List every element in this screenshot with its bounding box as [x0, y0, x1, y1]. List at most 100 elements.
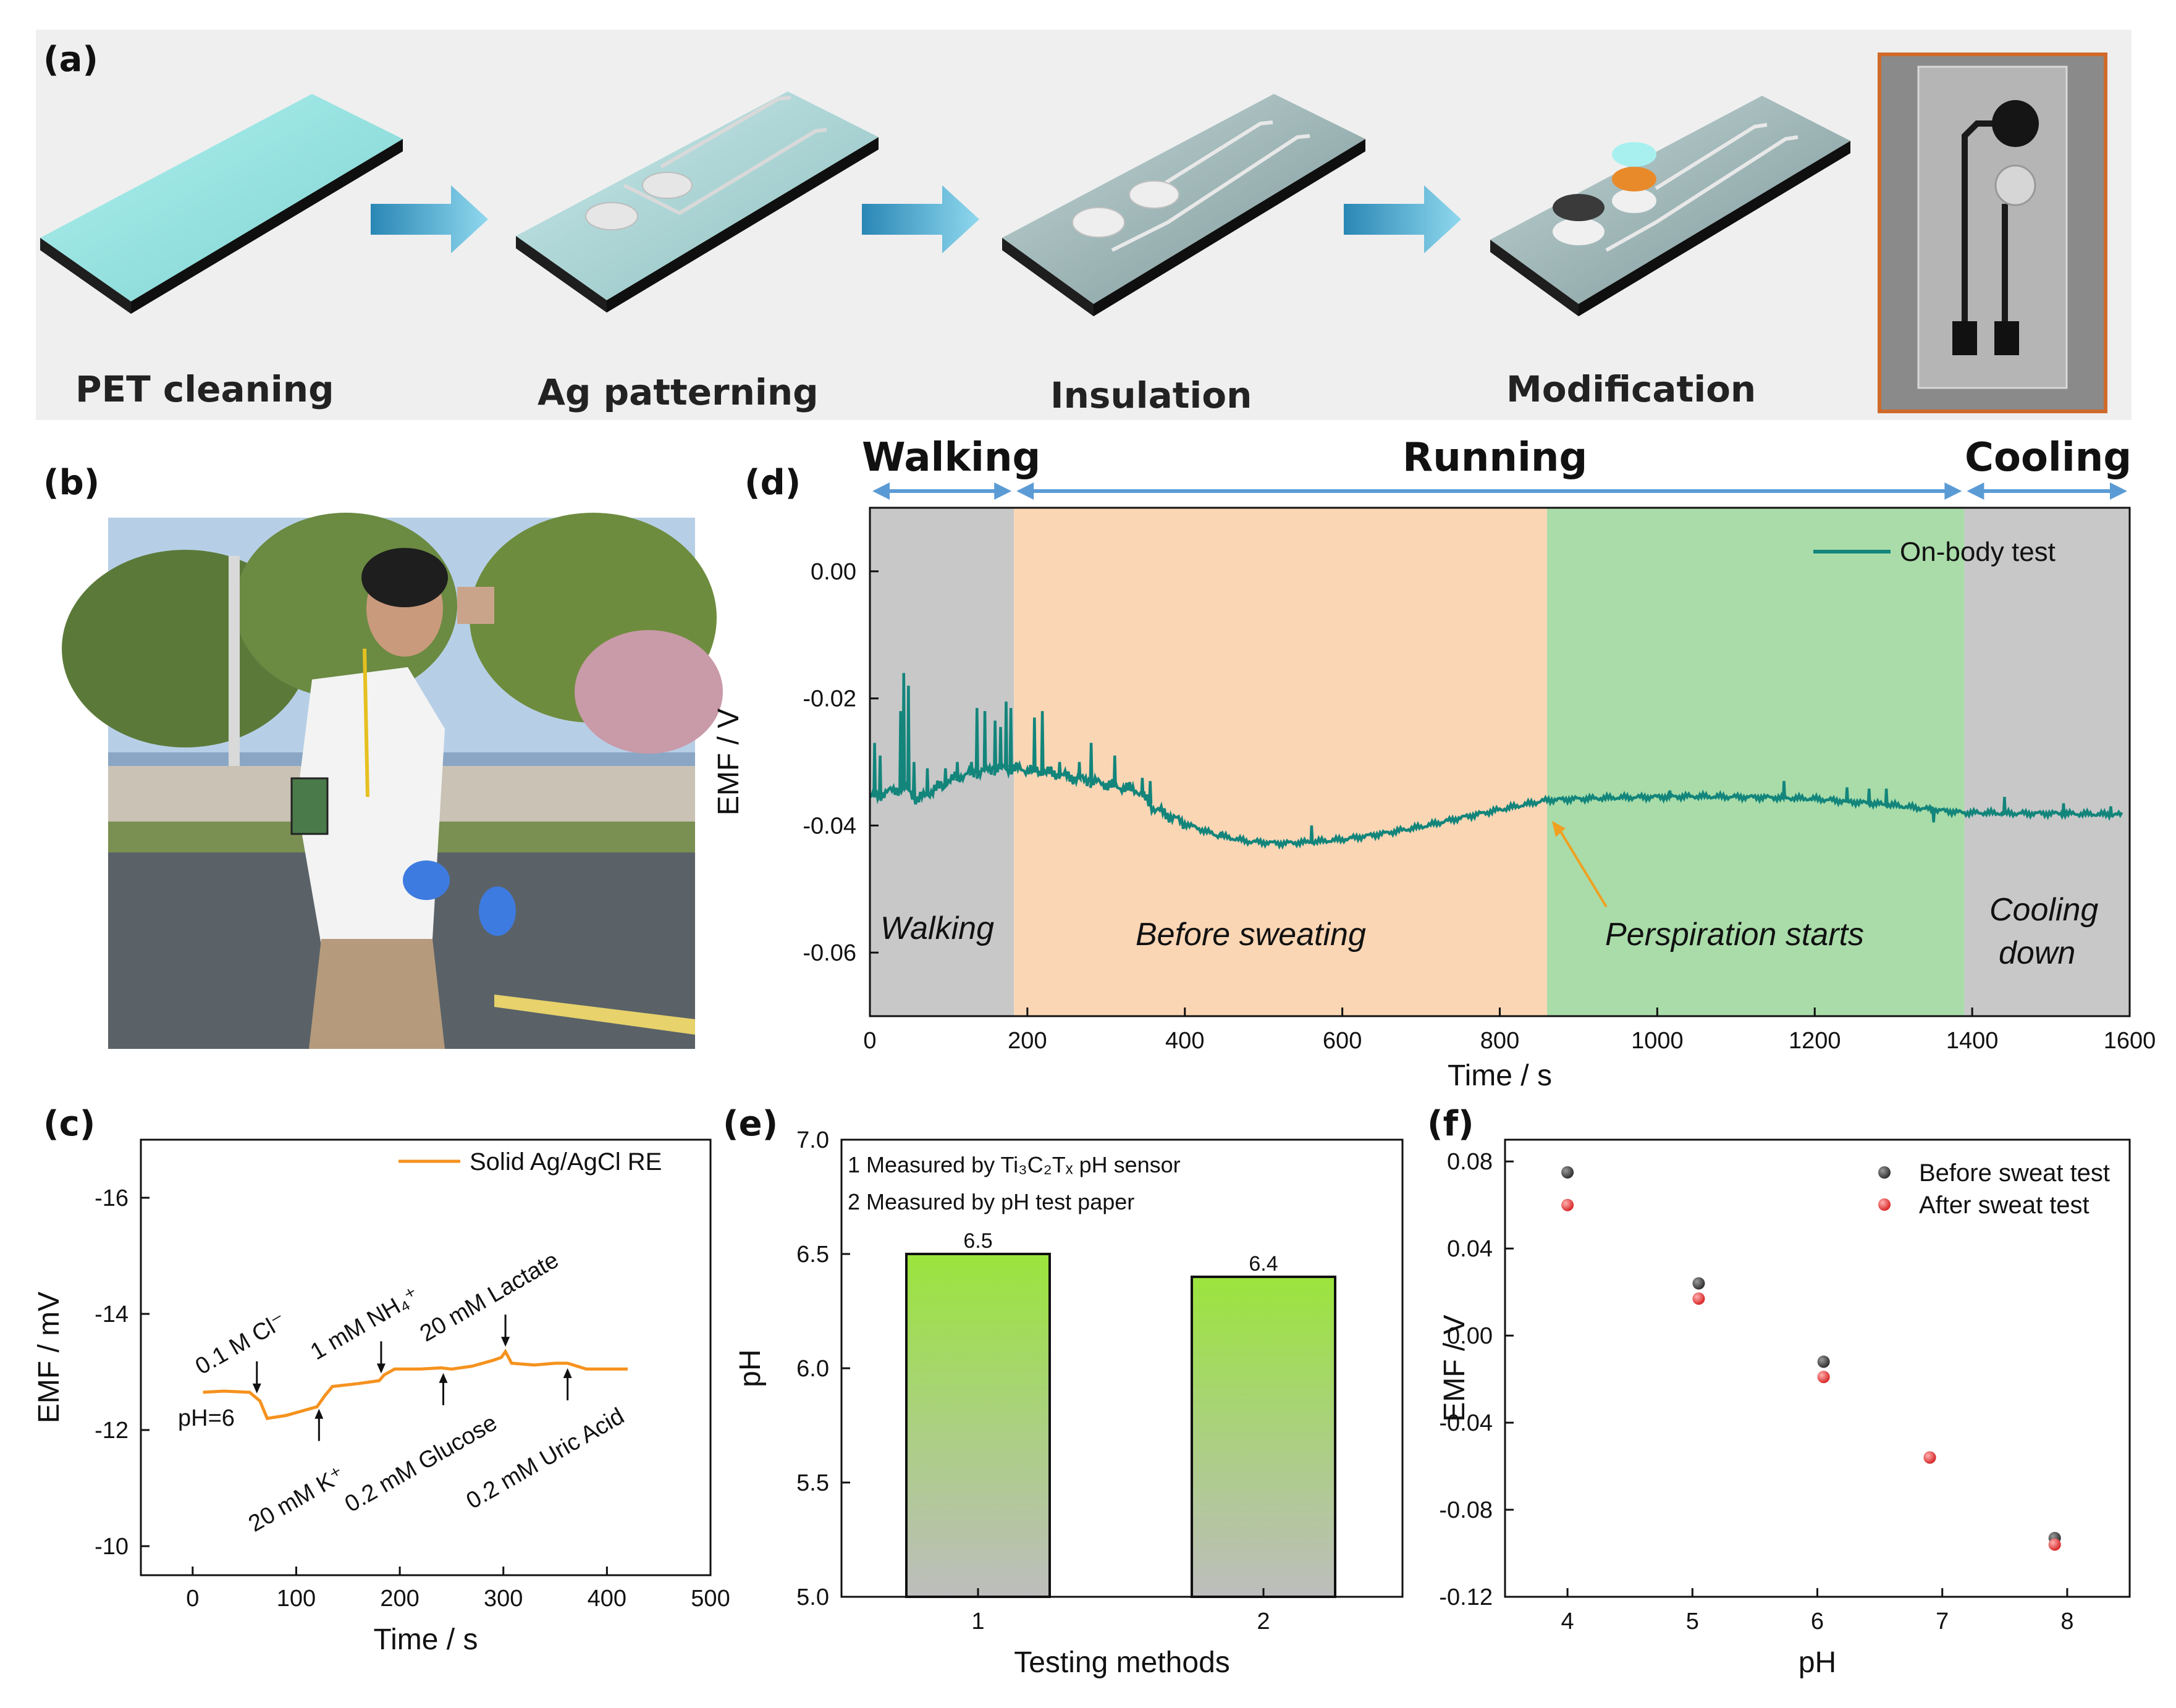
x-axis-label: Time / s	[374, 1623, 478, 1656]
y-tick-label: -0.04	[803, 813, 856, 839]
x-tick-label: 600	[1323, 1028, 1362, 1054]
point-after-sweat	[1923, 1451, 1936, 1464]
annotation-arrow-head	[439, 1373, 448, 1383]
sensor-photo	[1878, 53, 2107, 413]
y-tick-label: -12	[95, 1418, 129, 1444]
phase-arrow-right-head	[2110, 482, 2127, 500]
x-tick-label: 5	[1686, 1609, 1699, 1634]
process-arrow-icon	[371, 185, 488, 253]
annotation-arrow-head	[314, 1408, 324, 1419]
panel-d-label: (d)	[744, 463, 801, 503]
x-tick-label: 1	[971, 1609, 984, 1634]
step-label-modification: Modification	[1506, 368, 1756, 410]
x-tick-label: 400	[1165, 1028, 1204, 1054]
y-tick-label: -10	[95, 1534, 129, 1560]
phase-label-cooling: Cooling	[1965, 435, 2132, 481]
region-label-perspiration-starts: Perspiration starts	[1605, 917, 1864, 953]
point-before-sweat	[1561, 1166, 1574, 1179]
plot-frame	[140, 1138, 712, 1576]
legend-swatch-before	[1878, 1166, 1891, 1179]
process-arrow-icon	[1344, 185, 1461, 253]
legend-label-after: After sweat test	[1919, 1192, 2090, 1219]
panel-e-legend: 1 Measured by Ti₃C₂Tₓ pH sensor 2 Measure…	[848, 1152, 1181, 1214]
annotation-ph: pH=6	[178, 1405, 235, 1431]
phase-arrows	[872, 482, 2127, 500]
insulation-illustration	[1002, 94, 1365, 316]
phase-arrow-left-head	[1967, 482, 1984, 500]
y-tick-label: 5.5	[796, 1470, 829, 1496]
y-tick-label: -14	[95, 1302, 129, 1327]
y-tick-label: -0.06	[803, 940, 856, 966]
y-tick-label: 0.08	[1447, 1149, 1493, 1175]
phase-arrow-left-head	[1016, 482, 1034, 500]
x-tick-label: 0	[186, 1586, 199, 1612]
region-label-before-sweating: Before sweating	[1136, 917, 1366, 953]
x-tick-label: 8	[2060, 1609, 2073, 1634]
y-tick-label: 7.0	[796, 1127, 829, 1153]
ag-patterning-illustration	[516, 91, 879, 313]
x-axis-label: Testing methods	[1014, 1646, 1230, 1679]
legend-line-2: 2 Measured by pH test paper	[848, 1189, 1134, 1214]
panel-a: (a)	[36, 30, 2132, 420]
panel-c: (c) pH=6 0.1 M Cl⁻ 1 mM NH₄⁺20 mM Lactate 2…	[33, 1104, 730, 1656]
point-before-sweat	[1692, 1277, 1705, 1290]
panel-f-legend: Before sweat test After sweat test	[1878, 1159, 2110, 1219]
perspiration-arrow	[1551, 820, 1608, 908]
point-after-sweat	[2048, 1538, 2061, 1551]
panel-b-label: (b)	[43, 463, 99, 503]
x-tick-label: 800	[1480, 1028, 1519, 1054]
point-before-sweat	[1817, 1355, 1830, 1368]
bar-data-label: 6.4	[1249, 1252, 1278, 1276]
x-tick-label: 1600	[2104, 1028, 2156, 1054]
phase-arrow-right-head	[994, 482, 1012, 500]
annotation-arrow-head	[563, 1368, 572, 1378]
point-after-sweat	[1561, 1198, 1574, 1211]
step-label-insulation: Insulation	[1050, 374, 1252, 416]
perspiration-arrow-line	[1558, 828, 1608, 908]
x-tick-label: 1400	[1946, 1028, 1999, 1054]
annotation-arrow-head	[501, 1337, 510, 1347]
point-after-sweat	[1817, 1371, 1830, 1384]
x-tick-label: 0	[863, 1028, 876, 1054]
perspiration-arrow-head	[1551, 820, 1566, 837]
panel-d-legend: On-body test	[1813, 537, 2056, 567]
process-arrow-icon	[862, 185, 979, 253]
panel-d-axes: 0 200 400 600 800 1000 1200 1400 1600 0.00 -0.02 -0…	[712, 507, 2156, 1092]
panel-e-axes: 5.0 5.5 6.0 6.5 7.0 1 2 Testing methods pH	[734, 1127, 1404, 1679]
x-tick-label: 500	[691, 1586, 730, 1612]
x-axis-label: Time / s	[1448, 1059, 1552, 1092]
y-tick-label: -0.08	[1439, 1497, 1493, 1523]
y-axis-label: EMF / V	[712, 709, 745, 815]
region-before-sweating	[1014, 508, 1547, 1016]
panel-b: (b)	[43, 463, 723, 1049]
y-tick-label: 5.0	[796, 1584, 829, 1610]
panel-c-legend: Solid Ag/AgCl RE	[399, 1148, 662, 1176]
y-axis-label: pH	[734, 1349, 767, 1387]
panel-c-label: (c)	[43, 1104, 95, 1144]
bar-data-label: 6.5	[963, 1229, 992, 1253]
y-tick-label: -16	[95, 1185, 129, 1211]
annotation-label-above: 0.1 M Cl⁻	[191, 1308, 290, 1380]
legend-label: On-body test	[1900, 537, 2056, 567]
solid-ag-agcl-re-line	[203, 1348, 628, 1420]
y-tick-label: -0.12	[1439, 1584, 1493, 1610]
legend-label-before: Before sweat test	[1919, 1159, 2110, 1187]
panel-f-axes: 4 5 6 7 8 0.08 0.04 0.00 -0.04 -0.08 -0.12 pH EMF / …	[1438, 1138, 2131, 1679]
phase-arrow-right-head	[1944, 482, 1962, 500]
panel-e: (e) 6.5 6.4 5.0 5.5 6.0 6.5 7.0 1 2 Testing meth…	[723, 1104, 1404, 1679]
legend-swatch-after	[1878, 1198, 1891, 1211]
phase-label-running: Running	[1402, 435, 1587, 481]
bar-1	[905, 1253, 1051, 1598]
x-tick-label: 7	[1936, 1609, 1949, 1634]
legend-line-1: 1 Measured by Ti₃C₂Tₓ pH sensor	[848, 1152, 1181, 1177]
x-tick-label: 6	[1811, 1609, 1824, 1634]
y-tick-label: 6.0	[796, 1356, 829, 1382]
x-tick-label: 2	[1257, 1609, 1270, 1634]
region-label-cooling: Cooling	[1989, 892, 2098, 928]
y-tick-label: -0.04	[1439, 1410, 1493, 1436]
x-tick-label: 1000	[1631, 1028, 1684, 1054]
x-tick-label: 200	[380, 1586, 419, 1612]
pet-substrate-illustration	[40, 94, 403, 314]
annotation-label-above: 1 mM NH₄⁺	[306, 1282, 424, 1365]
